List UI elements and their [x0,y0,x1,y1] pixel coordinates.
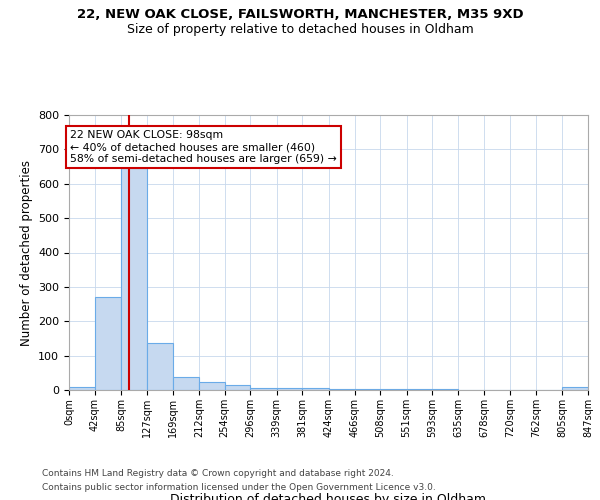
Bar [277,388,302,390]
Bar [329,389,355,390]
Bar [302,388,329,390]
Bar [173,378,199,390]
Y-axis label: Number of detached properties: Number of detached properties [20,160,32,346]
Text: Contains HM Land Registry data © Crown copyright and database right 2024.: Contains HM Land Registry data © Crown c… [42,468,394,477]
Text: 22 NEW OAK CLOSE: 98sqm
← 40% of detached houses are smaller (460)
58% of semi-d: 22 NEW OAK CLOSE: 98sqm ← 40% of detache… [70,130,337,164]
Bar [121,168,147,390]
Bar [250,388,277,390]
Text: 22, NEW OAK CLOSE, FAILSWORTH, MANCHESTER, M35 9XD: 22, NEW OAK CLOSE, FAILSWORTH, MANCHESTE… [77,8,523,20]
X-axis label: Distribution of detached houses by size in Oldham: Distribution of detached houses by size … [170,492,487,500]
Bar [69,387,95,390]
Bar [147,342,173,390]
Text: Contains public sector information licensed under the Open Government Licence v3: Contains public sector information licen… [42,484,436,492]
Bar [224,385,250,390]
Bar [380,389,407,390]
Bar [95,296,121,390]
Bar [562,387,588,390]
Bar [355,389,380,390]
Text: Size of property relative to detached houses in Oldham: Size of property relative to detached ho… [127,22,473,36]
Bar [199,382,224,390]
